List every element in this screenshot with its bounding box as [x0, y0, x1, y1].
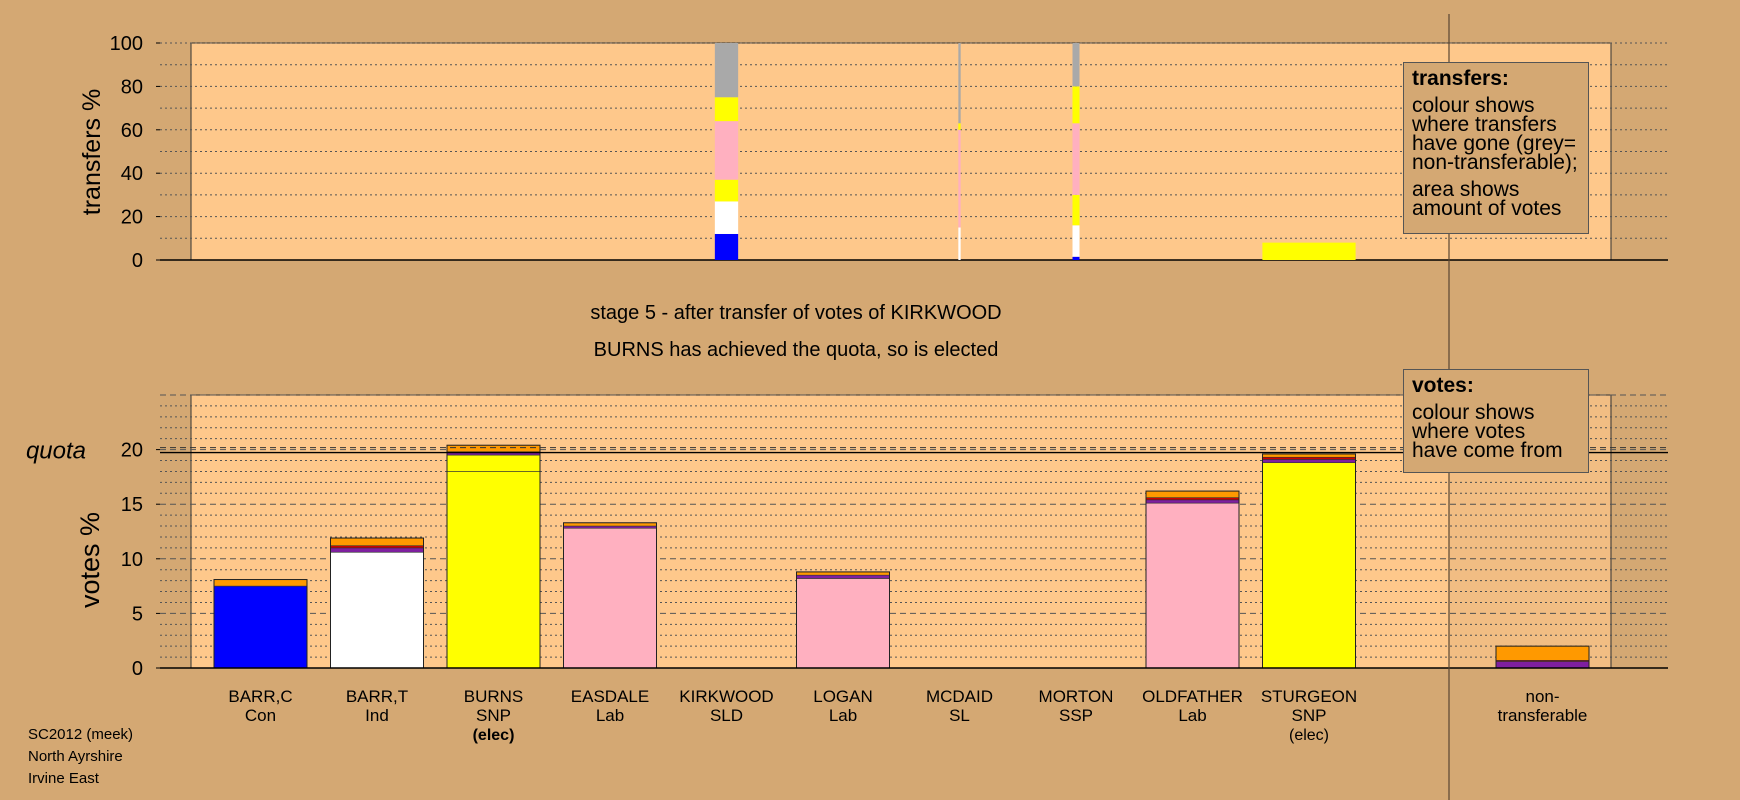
transfer-segment-ind	[714, 201, 739, 234]
votes-tick-label: 20	[121, 440, 143, 462]
transfers-tick-label: 20	[121, 207, 143, 229]
votes-plot-area	[190, 394, 1612, 669]
footnote-source: SC2012 (meek)	[28, 726, 134, 743]
transfer-segment-nontransferable	[958, 43, 961, 124]
votes-legend: votes: colour shows where votes have com…	[1403, 369, 1589, 473]
chart-subtitle: BURNS has achieved the quota, so is elec…	[594, 339, 999, 361]
nontransferable-label: transferable	[1498, 706, 1588, 725]
transfer-segment-con	[1072, 256, 1080, 260]
transfer-segment-snp	[714, 179, 739, 202]
transfer-segment-lab	[1072, 123, 1080, 195]
candidate-name-label: OLDFATHER	[1142, 687, 1243, 706]
vote-segment-sld	[446, 444, 541, 453]
transfer-segment-lab	[958, 129, 961, 228]
vote-segment-ssp	[1262, 459, 1356, 464]
candidate-name-label: MCDAID	[926, 687, 993, 706]
votes-tick-label: 0	[132, 658, 143, 680]
transfers-tick-label: 60	[121, 120, 143, 142]
candidate-name-label: LOGAN	[813, 687, 873, 706]
vote-segment-ssp	[563, 525, 657, 529]
vote-segment-sl	[330, 545, 424, 549]
candidate-party-label: Ind	[365, 706, 389, 725]
vote-segment-sl	[1262, 456, 1356, 460]
vote-segment-snp	[446, 471, 541, 669]
candidate-party-label: Lab	[1178, 706, 1206, 725]
transfers-legend-area-text: area shows amount of votes	[1412, 178, 1562, 220]
nontransferable-label: non-	[1525, 687, 1559, 706]
candidate-party-label: SL	[949, 706, 970, 725]
transfers-legend: transfers: colour shows where transfers …	[1403, 62, 1589, 234]
transfers-tick-label: 0	[132, 250, 143, 272]
transfers-tick-label: 40	[121, 163, 143, 185]
candidate-party-label: SNP	[1292, 706, 1327, 725]
vote-segment-sld	[330, 537, 424, 546]
vote-segment-ind	[330, 551, 424, 669]
candidate-party-label: SLD	[710, 706, 743, 725]
transfers-y-axis-label: transfers %	[78, 89, 106, 215]
transfer-segment-snp	[1072, 86, 1080, 124]
vote-segment-ssp	[330, 547, 424, 553]
transfer-segment-lab	[714, 121, 739, 180]
votes-legend-heading: votes:	[1412, 374, 1474, 397]
transfer-segment-snp	[958, 123, 961, 130]
votes-tick-label: 5	[132, 603, 143, 625]
votes-tick-label: 15	[121, 494, 143, 516]
vote-segment-ssp	[1145, 499, 1240, 504]
vote-segment-lab	[563, 527, 657, 669]
candidate-party-label: SNP	[476, 706, 511, 725]
candidate-name-label: KIRKWOOD	[679, 687, 773, 706]
transfer-segment-snp	[1072, 194, 1080, 226]
candidate-party-label: Con	[245, 706, 276, 725]
candidate-name-label: BARR,T	[346, 687, 408, 706]
vote-segment-ssp	[796, 574, 890, 579]
transfers-legend-text: colour shows where transfers have gone (…	[1412, 94, 1578, 174]
candidate-status-label: (elec)	[473, 727, 515, 744]
vote-segment-lab	[1145, 502, 1240, 669]
footnote: SC2012 (meek) North Ayrshire Irvine East	[28, 724, 133, 790]
transfer-segment-nontransferable	[1072, 43, 1080, 87]
transfer-segment-snp	[1262, 242, 1356, 260]
transfer-segment-ind	[1072, 225, 1080, 257]
vote-segment-sld	[213, 579, 308, 587]
transfers-legend-heading: transfers:	[1412, 67, 1509, 90]
quota-label: quota	[26, 438, 86, 465]
footnote-ward: Irvine East	[28, 770, 99, 787]
vote-segment-lab	[796, 578, 890, 669]
vote-segment-sld	[1145, 490, 1240, 498]
votes-y-axis-label: votes %	[75, 512, 105, 608]
vote-segment-snp	[446, 454, 541, 472]
votes-legend-text: colour shows where votes have come from	[1412, 401, 1563, 462]
transfers-tick-label: 100	[110, 33, 143, 55]
candidate-party-label: Lab	[596, 706, 624, 725]
candidate-name-label: BURNS	[464, 687, 524, 706]
candidate-name-label: BARR,C	[228, 687, 292, 706]
footnote-council: North Ayrshire	[28, 748, 123, 765]
votes-tick-label: 10	[121, 549, 143, 571]
candidate-party-label: SSP	[1059, 706, 1093, 725]
vote-segment-ssp	[1495, 661, 1590, 669]
chart-title: stage 5 - after transfer of votes of KIR…	[590, 302, 1001, 324]
candidate-party-label: Lab	[829, 706, 857, 725]
vote-segment-sld	[1495, 645, 1590, 661]
candidate-name-label: MORTON	[1039, 687, 1114, 706]
transfer-segment-snp	[714, 97, 739, 122]
vote-segment-snp	[1262, 462, 1356, 669]
candidate-name-label: STURGEON	[1261, 687, 1357, 706]
vote-segment-con	[213, 585, 308, 669]
candidate-status-label: (elec)	[1289, 727, 1329, 744]
transfer-segment-con	[714, 233, 739, 260]
transfer-segment-nontransferable	[714, 43, 739, 98]
transfers-tick-label: 80	[121, 76, 143, 98]
transfer-segment-ind	[958, 227, 961, 260]
vote-segment-sl	[1145, 497, 1240, 501]
candidate-name-label: EASDALE	[571, 687, 649, 706]
